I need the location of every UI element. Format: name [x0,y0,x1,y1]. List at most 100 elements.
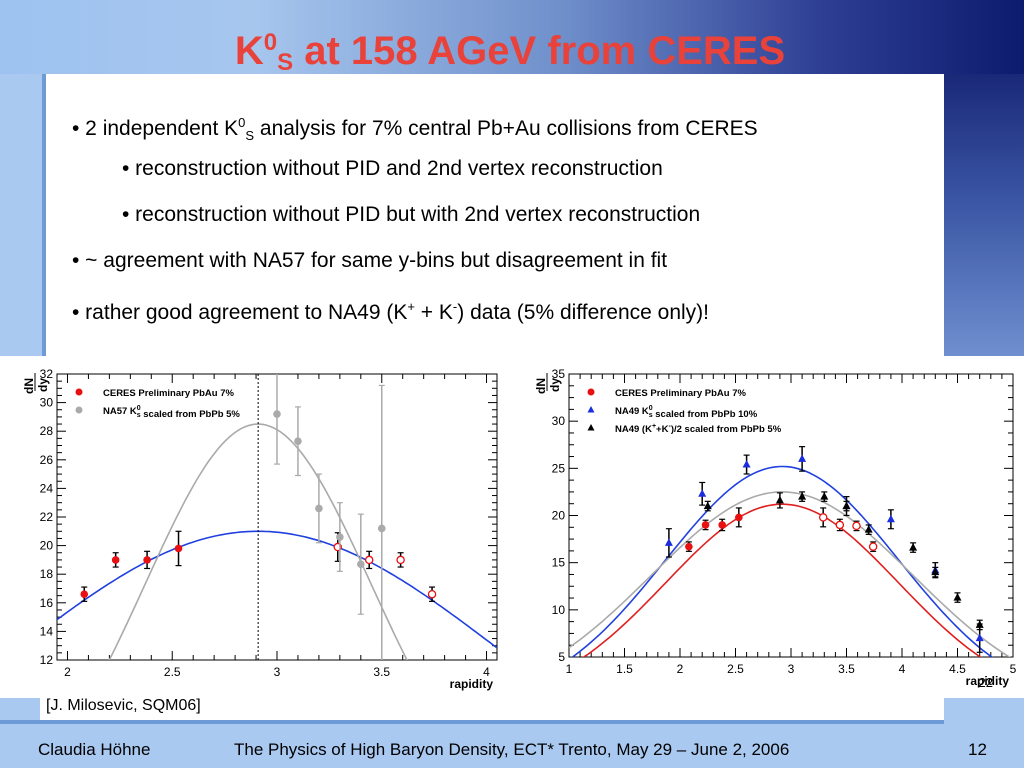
data-point [315,504,323,513]
y-tick-label: 15 [552,556,566,570]
footer-author: Claudia Höhne [38,740,151,759]
data-point [336,533,344,541]
y-axis-label-denominator: dy [36,378,50,392]
title-banner [0,0,1024,74]
data-point [820,492,829,500]
fit-curve-0 [571,465,994,657]
bullet-subitem: • reconstruction without PID and 2nd ver… [122,157,663,180]
legend-marker [587,406,595,413]
title-subscript: S [277,49,294,76]
fit-curve-2 [582,503,982,657]
bullet-superscript: 0 [238,115,246,130]
y-tick-label: 26 [40,453,54,467]
data-point [798,454,807,462]
legend-marker [75,388,83,396]
x-tick-label: 5 [1010,662,1017,676]
bullet-text: • 2 independent K [72,117,239,140]
fit-curve-0 [57,530,497,649]
plot-area [569,446,1011,657]
bullet-text: ) data (5% difference only)! [457,301,710,324]
page-number: 12 [968,740,987,759]
plot-area [57,374,497,660]
x-tick-label: 3.5 [838,662,855,676]
data-point [294,437,302,446]
y-tick-label: 14 [40,624,54,638]
bullet-list: • 2 independent K0S analysis for 7% cent… [72,108,942,338]
y-tick-label: 30 [552,414,566,428]
title-superscript: 0 [263,29,278,56]
reference-citation: [J. Milosevic, SQM06] [46,697,201,714]
corner-label: 22 [979,675,993,690]
legend-label: NA49 K0 s scaled from PbPb 10% [615,405,758,420]
data-point [143,556,151,564]
y-tick-label: 5 [558,650,565,664]
x-axis-label: rapidity [966,674,1010,688]
plot-frame [568,373,1014,658]
legend-marker [587,388,595,396]
fit-curve-1 [569,491,1011,657]
data-point [80,590,89,599]
y-tick-label: 32 [40,367,54,381]
y-tick-label: 20 [40,539,54,553]
data-point [975,633,984,642]
y-axis-label-numerator: dN [22,378,36,394]
y-tick-label: 30 [40,396,54,410]
data-point [953,593,962,601]
data-point [975,620,984,628]
data-point [886,514,895,523]
x-tick-label: 3 [788,662,795,676]
bullet-superscript: - [452,299,458,314]
y-tick-label: 35 [552,367,566,381]
bullet-item: • 2 independent K0S analysis for 7% cent… [72,108,942,154]
left-decor-bar [0,74,42,356]
data-point [273,410,281,418]
data-point [111,556,120,564]
bullet-text: • rather good agreement to NA49 (K [72,301,408,324]
data-point [742,460,751,468]
left-decor-line [42,74,46,356]
legend-marker [587,424,595,431]
y-tick-label: 20 [552,509,566,523]
slide-title: K0S at 158 AGeV from CERES [0,18,1024,88]
footer-right-block [944,698,1024,768]
x-axis-label: rapidity [450,677,494,691]
data-point [931,567,940,576]
data-point [775,495,784,504]
data-point [364,555,374,565]
title-main: K [234,29,264,73]
y-tick-label: 22 [40,510,54,524]
x-tick-label: 4 [899,662,906,676]
data-point [735,513,743,522]
data-point [852,521,861,531]
data-point [868,542,878,551]
bullet-subscript: S [245,128,255,144]
y-axis-label-denominator: dy [548,378,562,392]
y-tick-label: 10 [552,603,566,617]
data-point [174,544,183,553]
data-point [835,520,845,530]
legend-label: NA57 K0 s scaled from PbPb 5% [103,405,240,420]
legend-label: NA49 (K++K-)/2 scaled from PbPb 5% [615,423,782,435]
data-point [377,524,386,533]
y-tick-label: 12 [40,653,54,667]
y-tick-label: 16 [40,596,54,610]
data-point [396,555,405,565]
data-point [685,542,693,551]
x-tick-label: 2.5 [164,665,181,679]
bullet-subitem: • reconstruction without PID but with 2n… [122,203,701,226]
data-point [701,521,710,529]
x-tick-label: 3 [274,665,281,679]
x-tick-label: 1.5 [616,662,633,676]
data-point [357,560,365,568]
y-tick-label: 18 [40,567,54,581]
x-tick-label: 4.5 [949,662,966,676]
title-rest: at 158 AGeV from CERES [293,29,786,73]
bullet-superscript: + [407,299,415,314]
x-tick-label: 2.5 [727,662,744,676]
data-point [698,489,707,497]
ceres-vs-na57-plot: 2 2.5 3 3.5 4 12 14 16 18 20 22 24 26 28 30 32 rapidity d… [22,367,498,691]
ceres-vs-na49-plot: 1 1.5 2 2.5 3 3.5 4 4.5 5 5 10 15 20 25 30 35 rapidity dN… [534,367,1017,690]
y-tick-label: 25 [552,461,566,475]
bullet-item: • ~ agreement with NA57 for same y-bins … [72,249,668,272]
legend-marker [75,406,83,414]
